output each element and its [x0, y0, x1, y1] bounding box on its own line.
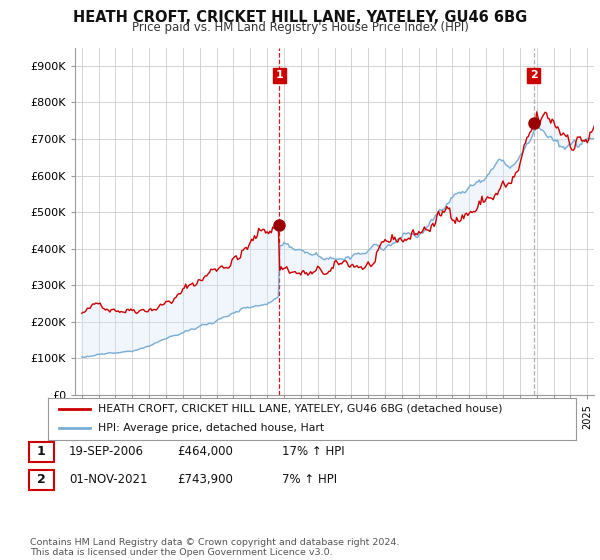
Text: £743,900: £743,900 — [177, 473, 233, 487]
Text: 1: 1 — [275, 71, 283, 81]
Text: 01-NOV-2021: 01-NOV-2021 — [69, 473, 148, 487]
Text: 17% ↑ HPI: 17% ↑ HPI — [282, 445, 344, 459]
Text: 19-SEP-2006: 19-SEP-2006 — [69, 445, 144, 459]
Text: 2: 2 — [530, 71, 538, 81]
Text: Price paid vs. HM Land Registry's House Price Index (HPI): Price paid vs. HM Land Registry's House … — [131, 21, 469, 34]
Text: £464,000: £464,000 — [177, 445, 233, 459]
Text: HEATH CROFT, CRICKET HILL LANE, YATELEY, GU46 6BG (detached house): HEATH CROFT, CRICKET HILL LANE, YATELEY,… — [98, 404, 503, 414]
Text: Contains HM Land Registry data © Crown copyright and database right 2024.
This d: Contains HM Land Registry data © Crown c… — [30, 538, 400, 557]
Text: 1: 1 — [37, 445, 46, 459]
Text: 7% ↑ HPI: 7% ↑ HPI — [282, 473, 337, 487]
Text: HPI: Average price, detached house, Hart: HPI: Average price, detached house, Hart — [98, 423, 324, 433]
Text: 2: 2 — [37, 473, 46, 487]
Text: HEATH CROFT, CRICKET HILL LANE, YATELEY, GU46 6BG: HEATH CROFT, CRICKET HILL LANE, YATELEY,… — [73, 10, 527, 25]
